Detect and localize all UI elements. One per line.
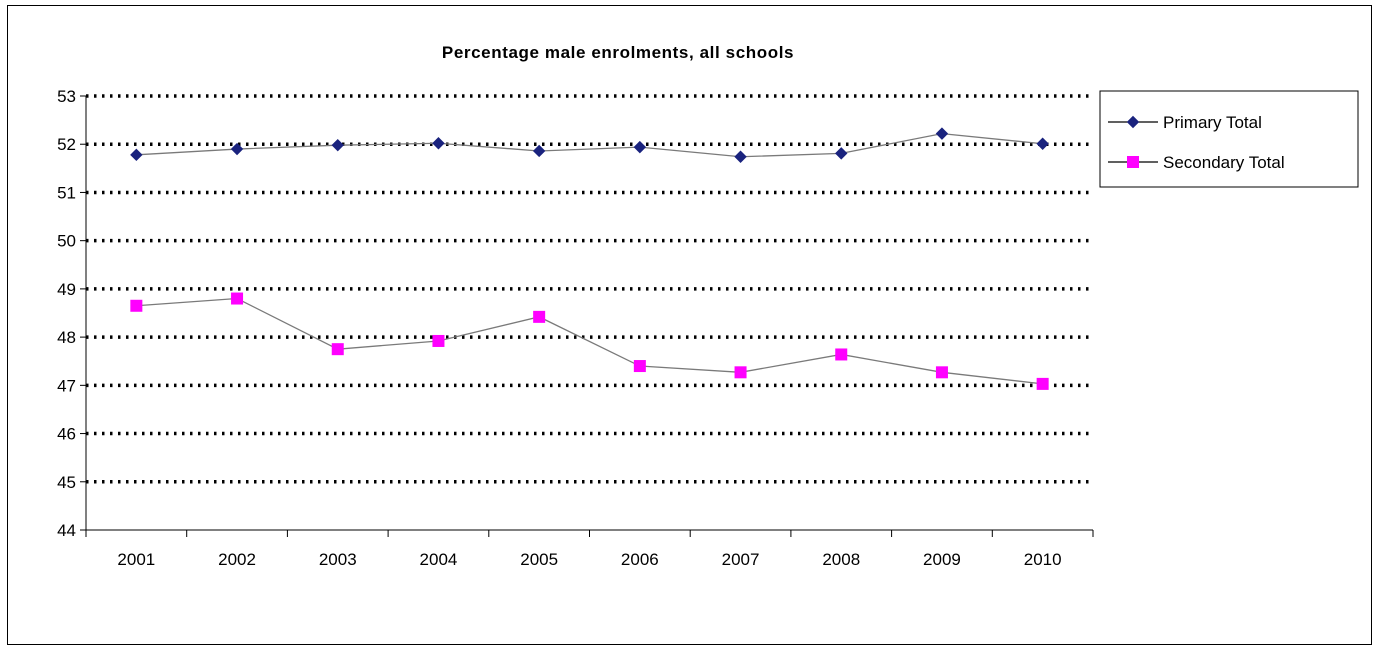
data-point-square [935, 366, 948, 379]
series-line [136, 132, 1043, 158]
legend-label: Secondary Total [1163, 153, 1285, 172]
y-tick-label: 52 [57, 135, 76, 154]
data-point-square [130, 299, 143, 312]
chart-frame: Percentage male enrolments, all schools … [7, 5, 1372, 645]
x-tick-label: 2007 [722, 550, 760, 569]
y-tick-label: 47 [57, 376, 76, 395]
x-tick-label: 2002 [218, 550, 256, 569]
x-tick-label: 2009 [923, 550, 961, 569]
y-tick-label: 46 [57, 425, 76, 444]
legend-item: Secondary Total [1108, 153, 1285, 172]
data-point-square [231, 292, 244, 305]
y-tick-label: 49 [57, 280, 76, 299]
data-point-diamond [734, 150, 747, 163]
data-point-square [432, 334, 445, 347]
x-tick-label: 2005 [520, 550, 558, 569]
y-tick-label: 45 [57, 473, 76, 492]
series-secondary-total [130, 292, 1049, 390]
line-chart: Percentage male enrolments, all schools … [57, 43, 1359, 569]
y-tick-label: 51 [57, 183, 76, 202]
y-tick-label: 48 [57, 328, 76, 347]
series-primary-total [130, 127, 1049, 163]
x-tick-label: 2004 [420, 550, 458, 569]
legend-item: Primary Total [1108, 113, 1262, 132]
x-tick-label: 2003 [319, 550, 357, 569]
legend: Primary Total Secondary Total [1099, 90, 1359, 188]
data-point-diamond [331, 138, 344, 152]
data-point-diamond [633, 140, 647, 154]
data-point-diamond [432, 137, 445, 150]
legend-label: Primary Total [1163, 113, 1262, 132]
data-point-square [734, 366, 747, 379]
legend-marker-square [1127, 156, 1139, 168]
y-tick-label: 44 [57, 521, 76, 540]
data-point-diamond [935, 127, 949, 140]
data-point-square [633, 360, 646, 373]
data-point-square [331, 343, 344, 356]
y-axis-ticks: 44 45 46 47 48 49 50 51 52 53 [57, 87, 86, 540]
legend-marker-diamond [1126, 115, 1140, 129]
data-point-diamond [1036, 137, 1049, 150]
x-tick-label: 2008 [822, 550, 860, 569]
x-tick-label: 2001 [117, 550, 155, 569]
y-tick-label: 50 [57, 232, 76, 251]
data-point-square [835, 348, 848, 361]
series-group [130, 127, 1049, 390]
chart-title: Percentage male enrolments, all schools [442, 43, 794, 62]
legend-box [1099, 90, 1359, 188]
data-point-diamond [532, 144, 546, 158]
data-point-square [533, 310, 546, 323]
y-tick-label: 53 [57, 87, 76, 106]
data-point-diamond [130, 148, 143, 162]
series-line [136, 297, 1043, 385]
data-point-square [1036, 377, 1049, 390]
data-point-diamond [230, 142, 244, 156]
x-tick-label: 2006 [621, 550, 659, 569]
data-point-diamond [835, 147, 848, 160]
axes [85, 96, 1093, 531]
x-axis-ticks: 2001 2002 2003 2004 2005 2006 2007 2008 2009 2010 [85, 530, 1094, 569]
x-tick-label: 2010 [1024, 550, 1062, 569]
